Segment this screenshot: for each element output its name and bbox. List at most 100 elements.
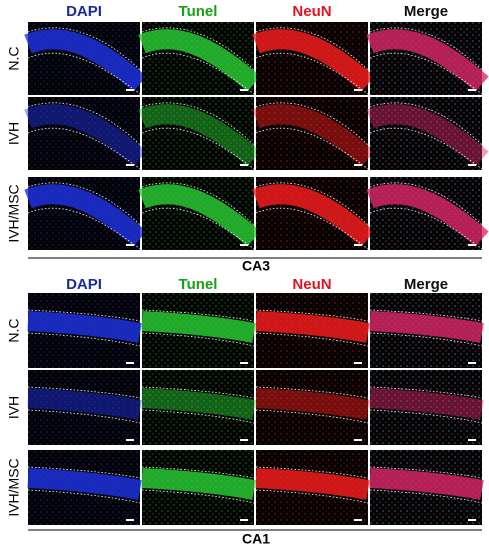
micrograph: [24, 177, 147, 250]
boundary: [369, 182, 483, 226]
row-label: N.C: [6, 46, 22, 70]
cell-layer: [366, 29, 489, 92]
boundary: [27, 386, 141, 399]
cell-layer: [24, 184, 147, 247]
scale-bar: [468, 89, 476, 91]
micrograph: [24, 97, 147, 170]
scale-bar: [354, 89, 362, 91]
scale-bar: [126, 362, 134, 364]
cell-layer: [252, 184, 375, 247]
cell-layer: [366, 184, 489, 247]
cell-layer: [366, 104, 489, 167]
image-texture: [370, 370, 482, 445]
scale-bar: [468, 164, 476, 166]
boundary: [141, 182, 255, 226]
boundary: [27, 27, 141, 71]
boundary: [27, 332, 141, 347]
cell-layer: [369, 311, 484, 343]
cell-layer: [141, 468, 256, 500]
boundary: [255, 127, 369, 170]
cell-layer: [141, 311, 256, 343]
boundary: [255, 182, 369, 226]
scale-bar: [240, 519, 248, 521]
boundary: [27, 466, 141, 479]
boundary: [141, 102, 255, 146]
boundary: [255, 309, 369, 322]
boundary: [141, 127, 255, 170]
image-texture: [28, 370, 140, 445]
section-label: CA3: [242, 258, 270, 274]
cell-layer: [24, 104, 147, 167]
cell-layer: [27, 311, 142, 343]
scale-bar: [126, 244, 134, 246]
cell-layer: [27, 388, 142, 420]
boundary: [141, 386, 255, 399]
boundary: [369, 27, 483, 71]
scale-bar: [354, 164, 362, 166]
column-header: Tunel: [179, 3, 218, 20]
section-label: CA1: [242, 531, 270, 547]
scale-bar: [126, 164, 134, 166]
boundary: [369, 332, 483, 347]
boundary: [369, 102, 483, 146]
scale-bar: [354, 362, 362, 364]
boundary: [141, 207, 255, 250]
micrograph: [252, 22, 375, 95]
boundary: [369, 207, 483, 250]
boundary: [27, 409, 141, 424]
row-label: IVH: [6, 122, 22, 145]
boundary: [141, 309, 255, 322]
boundary: [27, 182, 141, 226]
boundary: [369, 409, 483, 424]
scale-bar: [354, 244, 362, 246]
scale-bar: [126, 519, 134, 521]
scale-bar: [354, 519, 362, 521]
micrograph: [366, 177, 489, 250]
cell-layer: [138, 184, 261, 247]
boundary: [141, 409, 255, 424]
scale-bar: [126, 439, 134, 441]
image-texture: [256, 97, 368, 170]
micrograph: [27, 450, 142, 525]
scale-bar: [240, 362, 248, 364]
boundary: [27, 207, 141, 250]
row-label: IVH: [6, 396, 22, 419]
column-header: DAPI: [66, 276, 102, 293]
boundary: [27, 309, 141, 322]
image-texture: [256, 370, 368, 445]
boundary: [255, 207, 369, 250]
boundary: [369, 386, 483, 399]
boundary: [141, 466, 255, 479]
cell-layer: [369, 468, 484, 500]
boundary: [141, 332, 255, 347]
boundary: [27, 102, 141, 146]
cell-layer: [24, 29, 147, 92]
micrograph: [138, 97, 261, 170]
micrograph: [138, 177, 261, 250]
micrograph: [366, 97, 489, 170]
boundary: [255, 489, 369, 504]
column-header: DAPI: [66, 3, 102, 20]
cell-layer: [27, 468, 142, 500]
boundary: [27, 127, 141, 170]
micrograph: [369, 450, 484, 525]
micrograph: [252, 177, 375, 250]
image-texture: [142, 97, 254, 170]
cell-layer: [255, 388, 370, 420]
cell-layer: [138, 29, 261, 92]
boundary: [27, 489, 141, 504]
boundary: [141, 489, 255, 504]
row-label: N.C: [6, 318, 22, 342]
scale-bar: [240, 89, 248, 91]
boundary: [255, 466, 369, 479]
boundary: [255, 52, 369, 95]
micrograph: [369, 370, 484, 445]
column-header: NeuN: [292, 276, 331, 293]
column-header: Merge: [404, 276, 448, 293]
micrograph: [366, 22, 489, 95]
boundary: [255, 27, 369, 71]
boundary: [369, 52, 483, 95]
column-header: Merge: [404, 3, 448, 20]
